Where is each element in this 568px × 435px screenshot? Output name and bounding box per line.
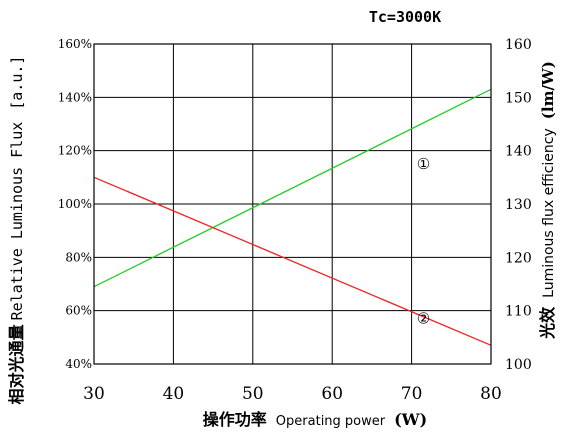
y-left-tick-label: 140% xyxy=(58,90,92,104)
y-left-tick-label: 40% xyxy=(65,357,92,371)
condition-label: Tc=3000K xyxy=(369,8,441,26)
x-axis-title: 操作功率 Operating power (W) xyxy=(203,410,427,429)
series-line-2 xyxy=(93,176,492,346)
x-axis-title-en: Operating power xyxy=(276,414,386,429)
x-axis-title-unit: (W) xyxy=(394,410,427,429)
x-tick-label: 30 xyxy=(83,384,105,404)
y-right-axis-title-unit: (lm/W) xyxy=(539,61,557,119)
plot-frame xyxy=(93,43,492,365)
x-tick-label: 80 xyxy=(480,384,502,404)
x-axis-title-cn: 操作功率 xyxy=(203,410,267,429)
y-right-tick-label: 130 xyxy=(505,197,532,213)
series-lines xyxy=(93,88,492,346)
y-left-axis-title-unit: [a.u.] xyxy=(8,56,26,110)
x-tick-label: 40 xyxy=(163,384,185,404)
y-right-axis-title: 光效 Luminous flux efficiency (lm/W) xyxy=(538,61,557,340)
y-right-tick-label: 140 xyxy=(505,144,532,160)
tick-labels: 30 40 50 60 70 80 40% 60% 80% 100% 120% 140% 160% 100… xyxy=(58,37,532,404)
y-left-axis-title-cn: 相对光通量 xyxy=(7,324,26,404)
series-label-2: ② xyxy=(417,310,430,328)
y-right-tick-label: 150 xyxy=(505,90,532,106)
y-left-tick-label: 100% xyxy=(58,197,92,211)
y-right-axis-title-en: Luminous flux efficiency xyxy=(541,128,557,298)
x-tick-label: 50 xyxy=(242,384,264,404)
y-right-tick-label: 120 xyxy=(505,250,532,266)
x-tick-label: 60 xyxy=(321,384,343,404)
y-right-tick-label: 110 xyxy=(505,304,532,320)
y-right-tick-label: 160 xyxy=(505,37,532,53)
y-left-axis-title: 相对光通量 Relative Luminous Flux [a.u.] xyxy=(7,56,26,405)
series-label-1: ① xyxy=(417,155,430,173)
y-left-tick-label: 80% xyxy=(65,250,92,264)
x-tick-label: 70 xyxy=(401,384,423,404)
y-left-axis-title-en: Relative Luminous Flux xyxy=(8,122,26,321)
series-line-1 xyxy=(93,88,492,288)
series-labels: ①② xyxy=(417,155,430,328)
y-left-tick-label: 160% xyxy=(58,37,92,51)
y-left-tick-label: 60% xyxy=(65,304,92,318)
y-right-tick-label: 100 xyxy=(505,357,532,373)
y-right-axis-title-cn: 光效 xyxy=(538,307,557,340)
y-left-tick-label: 120% xyxy=(58,144,92,158)
grid xyxy=(93,43,492,365)
